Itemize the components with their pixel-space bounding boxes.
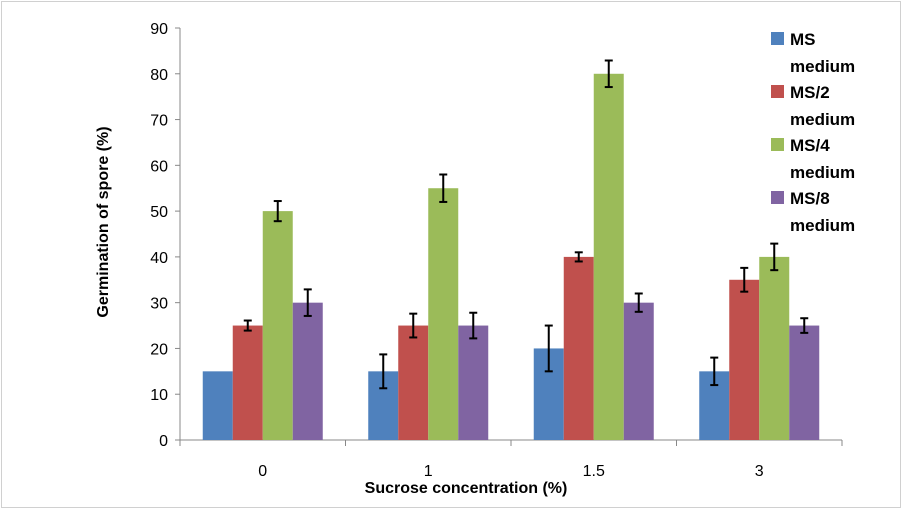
y-tick-label: 80 (150, 67, 168, 84)
legend-label: MS/4 (790, 136, 830, 155)
bar (759, 256, 790, 440)
bar (593, 73, 624, 441)
legend-swatch (771, 32, 784, 45)
bar (232, 325, 263, 440)
y-tick-label: 30 (150, 296, 168, 313)
bar (729, 279, 760, 440)
y-tick-label: 20 (150, 341, 168, 358)
legend-swatch (771, 191, 784, 204)
legend-label: MS/8 (790, 189, 830, 208)
bar (458, 325, 489, 440)
y-axis-label: Germination of spore (%) (95, 126, 112, 317)
bar (428, 188, 459, 440)
bar (789, 325, 820, 440)
bar (262, 211, 293, 440)
legend-label: MS (790, 30, 816, 49)
x-tick-label: 1 (424, 463, 433, 480)
bar (292, 302, 323, 440)
legend-label: MS/2 (790, 83, 830, 102)
bar (563, 256, 594, 440)
legend-swatch (771, 85, 784, 98)
y-tick-label: 50 (150, 204, 168, 221)
legend-label: medium (790, 110, 855, 129)
x-tick-label: 1.5 (583, 463, 605, 480)
x-axis-label: Sucrose concentration (%) (365, 480, 568, 497)
bar (398, 325, 429, 440)
legend-swatch (771, 138, 784, 151)
y-tick-label: 40 (150, 250, 168, 267)
legend-label: medium (790, 57, 855, 76)
x-tick-label: 0 (258, 463, 267, 480)
y-tick-label: 0 (159, 433, 168, 450)
y-tick-label: 90 (150, 21, 168, 38)
x-tick-label: 3 (755, 463, 764, 480)
y-tick-label: 60 (150, 158, 168, 175)
y-tick-label: 10 (150, 387, 168, 404)
legend-label: medium (790, 216, 855, 235)
bar (623, 302, 654, 440)
y-tick-label: 70 (150, 113, 168, 130)
legend-label: medium (790, 163, 855, 182)
bar (202, 371, 233, 440)
